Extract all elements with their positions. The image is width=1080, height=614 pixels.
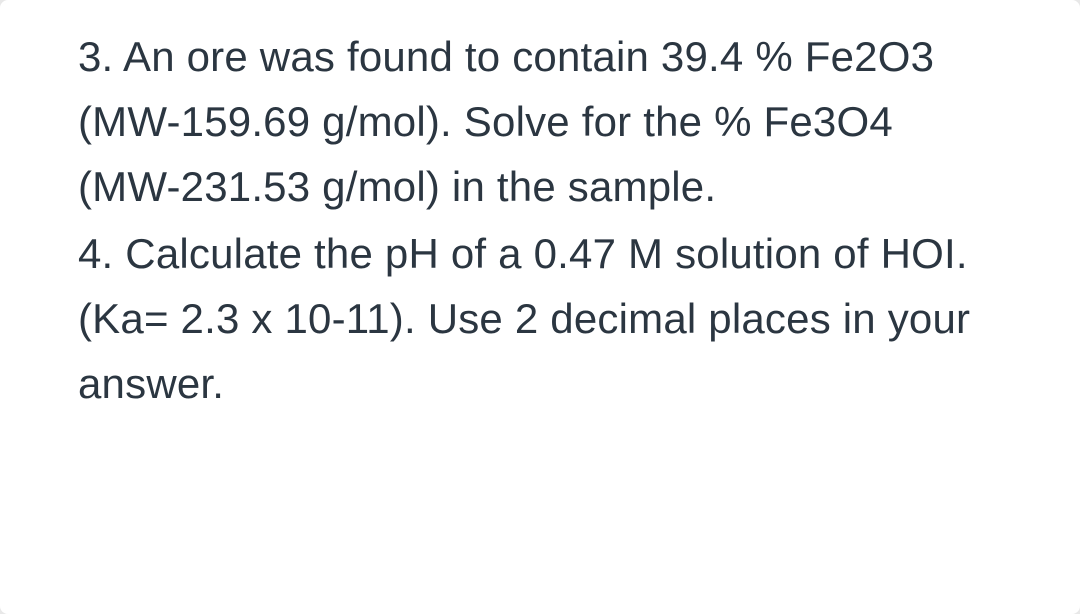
question-card: 3. An ore was found to contain 39.4 % Fe…: [0, 0, 1080, 614]
problem-3-text: 3. An ore was found to contain 39.4 % Fe…: [78, 24, 1002, 219]
problem-4-text: 4. Calculate the pH of a 0.47 M solution…: [78, 221, 1002, 416]
